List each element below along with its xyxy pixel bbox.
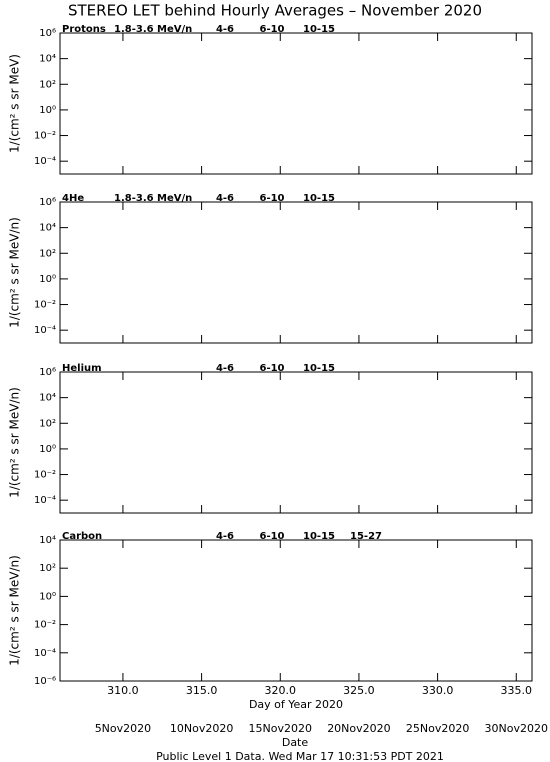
legend-entry: 15-27	[350, 531, 382, 542]
x-axis-label: Day of Year 2020	[249, 698, 343, 711]
y-tick-label: 10⁻⁴	[34, 495, 56, 506]
plot-frame	[59, 371, 533, 514]
y-tick-label: 10⁻⁶	[34, 676, 56, 687]
x-tick-label: 310.0	[107, 684, 139, 697]
footer: Public Level 1 Data. Wed Mar 17 10:31:53…	[156, 750, 444, 762]
x-tick-label: 335.0	[501, 684, 533, 697]
legend-entry: 10-15	[303, 531, 335, 542]
y-tick-label: 10⁴	[39, 54, 56, 65]
y-tick-label: 10⁻²	[34, 131, 56, 142]
plot-frame	[59, 32, 533, 175]
y-tick-label: 10⁰	[39, 444, 56, 455]
y-axis-label: 1/(cm² s sr MeV/n)	[8, 387, 22, 498]
legend-entry: 10-15	[303, 193, 335, 204]
date-tick-label: 10Nov2020	[170, 722, 233, 735]
plot-frame	[59, 201, 533, 344]
y-tick-label: 10⁴	[39, 223, 56, 234]
y-tick-label: 10²	[39, 563, 56, 574]
legend-entry: 10-15	[303, 363, 335, 374]
legend-entry: 6-10	[259, 24, 284, 35]
date-tick-label: 25Nov2020	[406, 722, 469, 735]
date-tick-label: 5Nov2020	[95, 722, 151, 735]
y-axis-label: 1/(cm² s sr MeV/n)	[8, 555, 22, 666]
y-tick-label: 10²	[39, 418, 56, 429]
panel-label: Carbon	[62, 531, 102, 542]
date-tick-label: 20Nov2020	[327, 722, 390, 735]
y-tick-label: 10⁻⁴	[34, 156, 56, 167]
y-tick-label: 10⁴	[39, 535, 56, 546]
y-tick-label: 10⁻⁴	[34, 648, 56, 659]
panel-label: 4He	[62, 193, 84, 204]
y-tick-label: 10⁻⁴	[34, 325, 56, 336]
legend-entry: 10-15	[303, 24, 335, 35]
y-tick-label: 10⁶	[39, 367, 56, 378]
plot-frame	[59, 539, 533, 682]
y-tick-label: 10⁶	[39, 197, 56, 208]
x-tick-label: 330.0	[422, 684, 454, 697]
y-tick-label: 10⁰	[39, 274, 56, 285]
y-tick-label: 10⁰	[39, 591, 56, 602]
x-tick-label: 325.0	[343, 684, 375, 697]
y-tick-label: 10⁰	[39, 105, 56, 116]
date-tick-label: 30Nov2020	[485, 722, 548, 735]
x-tick-label: 315.0	[186, 684, 218, 697]
panel-label: Protons	[62, 24, 106, 35]
y-tick-label: 10⁻²	[34, 300, 56, 311]
date-tick-label: 15Nov2020	[249, 722, 312, 735]
y-tick-label: 10²	[39, 79, 56, 90]
y-axis-label: 1/(cm² s sr MeV)	[8, 54, 22, 153]
legend-entry: 4-6	[216, 193, 234, 204]
panel-label: Helium	[62, 363, 102, 374]
x-tick-label: 320.0	[265, 684, 297, 697]
energy-label: 1.8-3.6 MeV/n	[114, 24, 192, 35]
legend-entry: 4-6	[216, 24, 234, 35]
legend-entry: 6-10	[259, 363, 284, 374]
chart-title: STEREO LET behind Hourly Averages – Nove…	[68, 2, 482, 20]
legend-entry: 6-10	[259, 531, 284, 542]
y-tick-label: 10²	[39, 248, 56, 259]
y-tick-label: 10⁻²	[34, 620, 56, 631]
legend-entry: 4-6	[216, 363, 234, 374]
y-tick-label: 10⁴	[39, 393, 56, 404]
legend-entry: 6-10	[259, 193, 284, 204]
date-axis-label: Date	[282, 736, 309, 749]
legend-entry: 4-6	[216, 531, 234, 542]
energy-label: 1.8-3.6 MeV/n	[114, 193, 192, 204]
y-axis-label: 1/(cm² s sr MeV/n)	[8, 217, 22, 328]
y-tick-label: 10⁻²	[34, 470, 56, 481]
y-tick-label: 10⁶	[39, 28, 56, 39]
